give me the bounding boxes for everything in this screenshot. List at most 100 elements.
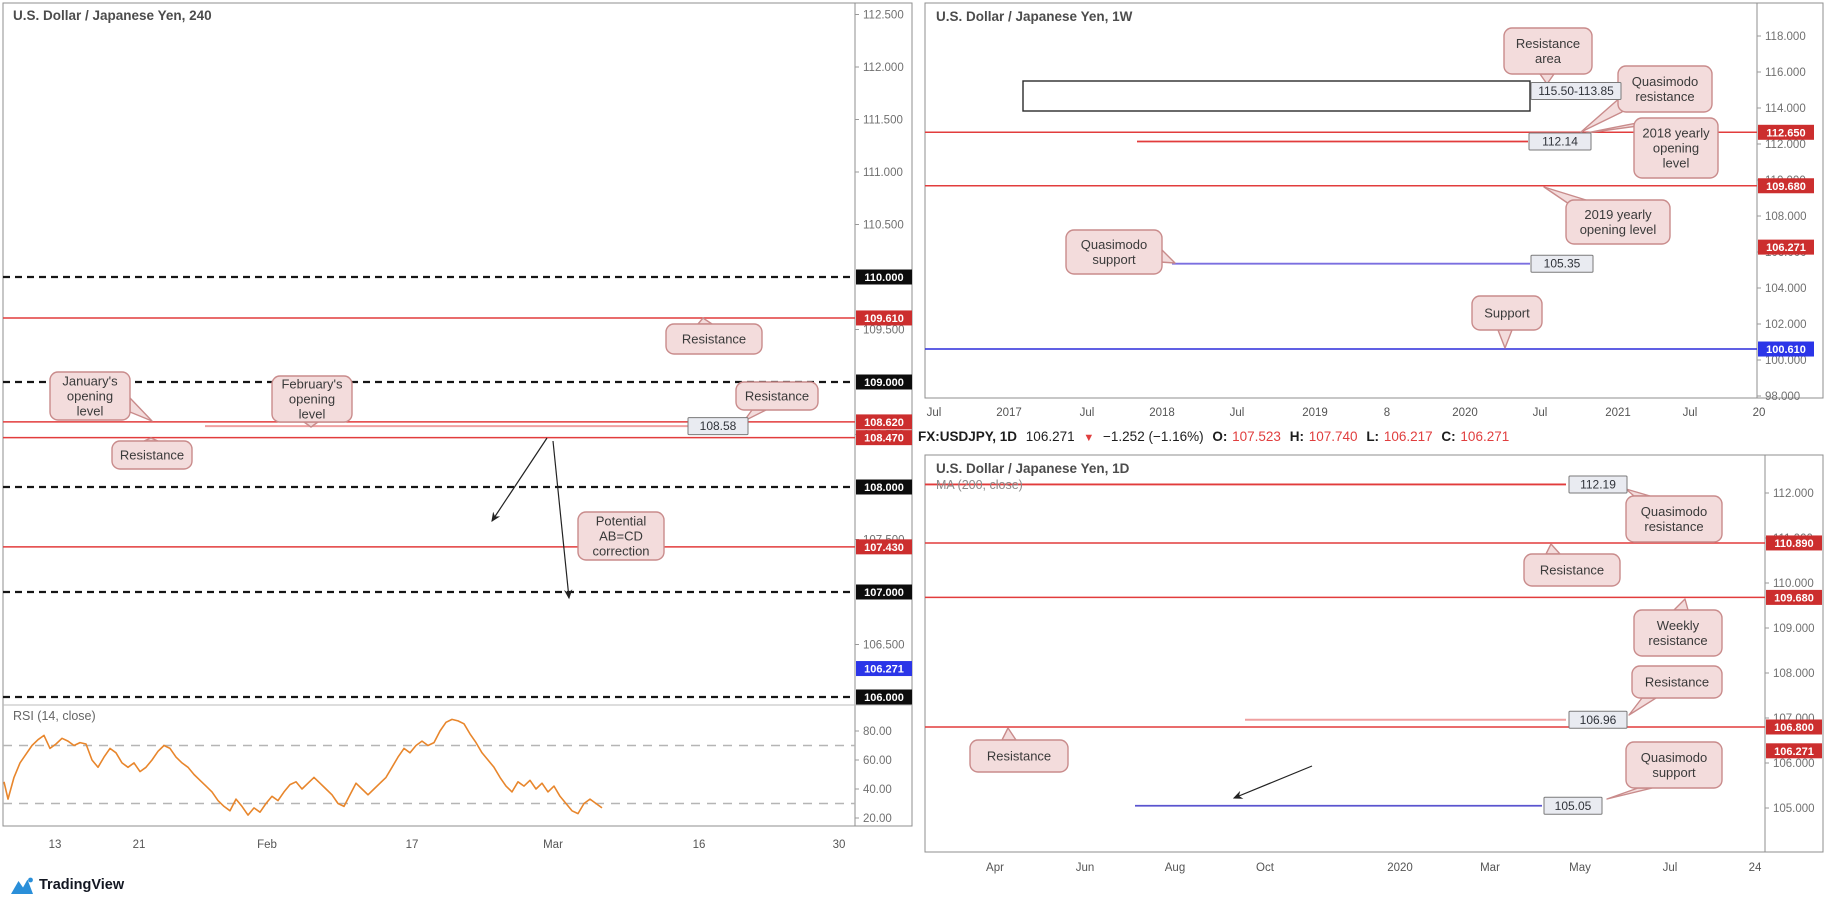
annotation-arrow[interactable]	[491, 437, 548, 523]
annotation-bubble-text: opening	[67, 389, 113, 404]
candle-down	[1051, 133, 1054, 149]
candle-down	[319, 277, 322, 288]
chart-240-time-axis[interactable]: 13 21 Feb 17 Mar 16 30	[49, 839, 846, 851]
annotation-bubble[interactable]	[1625, 741, 1723, 789]
candle-down	[1228, 754, 1231, 772]
annotation-bubble[interactable]	[1471, 295, 1543, 331]
rsi-pane[interactable]: 80.00 60.00 40.00 20.00	[3, 704, 912, 825]
candle-up	[519, 508, 522, 529]
ma-200-line[interactable]	[925, 509, 1490, 658]
annotation-bubble-tail[interactable]	[697, 317, 713, 325]
candle-down	[515, 503, 518, 529]
annotation-bubble[interactable]	[969, 739, 1069, 773]
annotation-bubble-tail[interactable]	[1545, 543, 1561, 555]
annotation-bubble-tail[interactable]	[1628, 697, 1657, 716]
annotation-bubble-tail[interactable]	[1606, 787, 1653, 800]
annotation-bubble[interactable]	[1633, 117, 1719, 179]
chart-1d-frame	[924, 454, 1824, 853]
price-badge-text: 110.000	[864, 272, 903, 284]
time-axis-label: Jul	[927, 407, 942, 419]
chart-1d-time-axis[interactable]: Apr Jun Aug Oct 2020 Mar May Jul 24	[986, 862, 1762, 874]
candle-down	[1048, 570, 1051, 588]
annotation-bubble-text: level	[1663, 156, 1690, 171]
price-level-label[interactable]	[687, 417, 749, 436]
annotation-arrow[interactable]	[552, 440, 573, 600]
chart-1w-price-levels[interactable]	[925, 80, 1757, 350]
chart-240-annotations[interactable]: January'sopeninglevelFebruary'sopeningle…	[49, 317, 819, 600]
annotation-bubble[interactable]	[1631, 665, 1723, 699]
candle-down	[203, 372, 206, 393]
annotation-bubble[interactable]	[1523, 553, 1621, 587]
candle-up	[1233, 759, 1236, 773]
candle-up	[1121, 157, 1124, 173]
annotation-arrow[interactable]	[1232, 765, 1313, 799]
annotation-bubble-tail[interactable]	[1673, 598, 1689, 611]
candle-down	[1093, 660, 1096, 674]
annotation-bubble[interactable]	[665, 323, 763, 355]
chart-1d-price-levels[interactable]	[925, 483, 1765, 807]
chart-1w-price-badges: 112.650 109.680 106.271 100.610	[1758, 124, 1814, 357]
candle-down	[1246, 128, 1249, 139]
candle-down	[1186, 238, 1189, 256]
candle-down	[1311, 151, 1314, 171]
candle-up	[1011, 45, 1014, 56]
candle-up	[1423, 615, 1426, 642]
candle-up	[926, 297, 929, 300]
price-level-label[interactable]	[1568, 475, 1628, 494]
candle-down	[135, 277, 138, 298]
candle-up	[431, 62, 434, 78]
price-level-label[interactable]	[1568, 710, 1628, 729]
candle-up	[435, 51, 438, 62]
price-level-label[interactable]	[1530, 82, 1622, 100]
price-level-label[interactable]	[1530, 254, 1594, 273]
annotation-bubble[interactable]	[1625, 495, 1723, 543]
annotation-bubble[interactable]	[49, 371, 131, 421]
price-axis-label: 106.000	[1773, 758, 1815, 770]
annotation-bubble[interactable]	[735, 381, 819, 411]
candle-down	[443, 78, 446, 99]
price-axis-label: 108.000	[1773, 668, 1815, 680]
annotation-bubble[interactable]	[1565, 199, 1671, 245]
candle-up	[131, 277, 134, 288]
candle-up	[981, 203, 984, 235]
candle-up	[207, 382, 210, 393]
chart-1d-annotations[interactable]: QuasimodoresistanceResistanceWeeklyresis…	[969, 475, 1723, 815]
annotation-bubble-text: 2019 yearly	[1584, 207, 1652, 222]
annotation-bubble[interactable]	[1503, 27, 1593, 75]
candle-up	[399, 78, 402, 110]
candle-down	[499, 435, 502, 477]
price-badge-text: 106.271	[1766, 242, 1806, 254]
annotation-bubble-tail[interactable]	[1497, 329, 1513, 349]
candle-up	[259, 345, 262, 361]
tradingview-logo[interactable]: TradingView	[10, 874, 124, 896]
annotation-bubble-tail[interactable]	[1625, 488, 1651, 497]
resistance-area-box[interactable]	[1022, 80, 1531, 112]
candle-down	[1268, 664, 1271, 678]
chart-240-price-axis[interactable]: 112.500 112.000 111.500 111.000 110.500 109.5…	[855, 10, 905, 652]
price-badge-text: 109.680	[1766, 181, 1806, 193]
candle-down	[971, 263, 974, 272]
annotation-bubble[interactable]	[111, 440, 193, 470]
annotation-bubble[interactable]	[1633, 609, 1723, 657]
candle-down	[1106, 178, 1109, 200]
price-badge-text: 106.271	[864, 664, 904, 676]
candle-up	[1333, 637, 1336, 651]
candle-down	[1056, 149, 1059, 174]
price-level-label[interactable]	[1528, 132, 1592, 151]
candle-down	[1171, 232, 1174, 246]
candle-up	[551, 540, 554, 566]
annotation-bubble-tail[interactable]	[1001, 727, 1017, 741]
candle-up	[395, 109, 398, 141]
annotation-bubble[interactable]	[577, 511, 665, 561]
candle-up	[303, 288, 306, 299]
annotation-bubble-tail[interactable]	[129, 397, 153, 422]
candle-up	[943, 534, 946, 543]
annotation-bubble[interactable]	[1065, 229, 1163, 275]
candle-down	[1481, 176, 1484, 181]
price-level-label[interactable]	[1543, 796, 1603, 815]
annotation-bubble[interactable]	[271, 375, 353, 423]
chart-1w-time-axis[interactable]: Jul 2017 Jul 2018 Jul 2019 8 2020 Jul 2021 Jul 20	[927, 407, 1766, 419]
